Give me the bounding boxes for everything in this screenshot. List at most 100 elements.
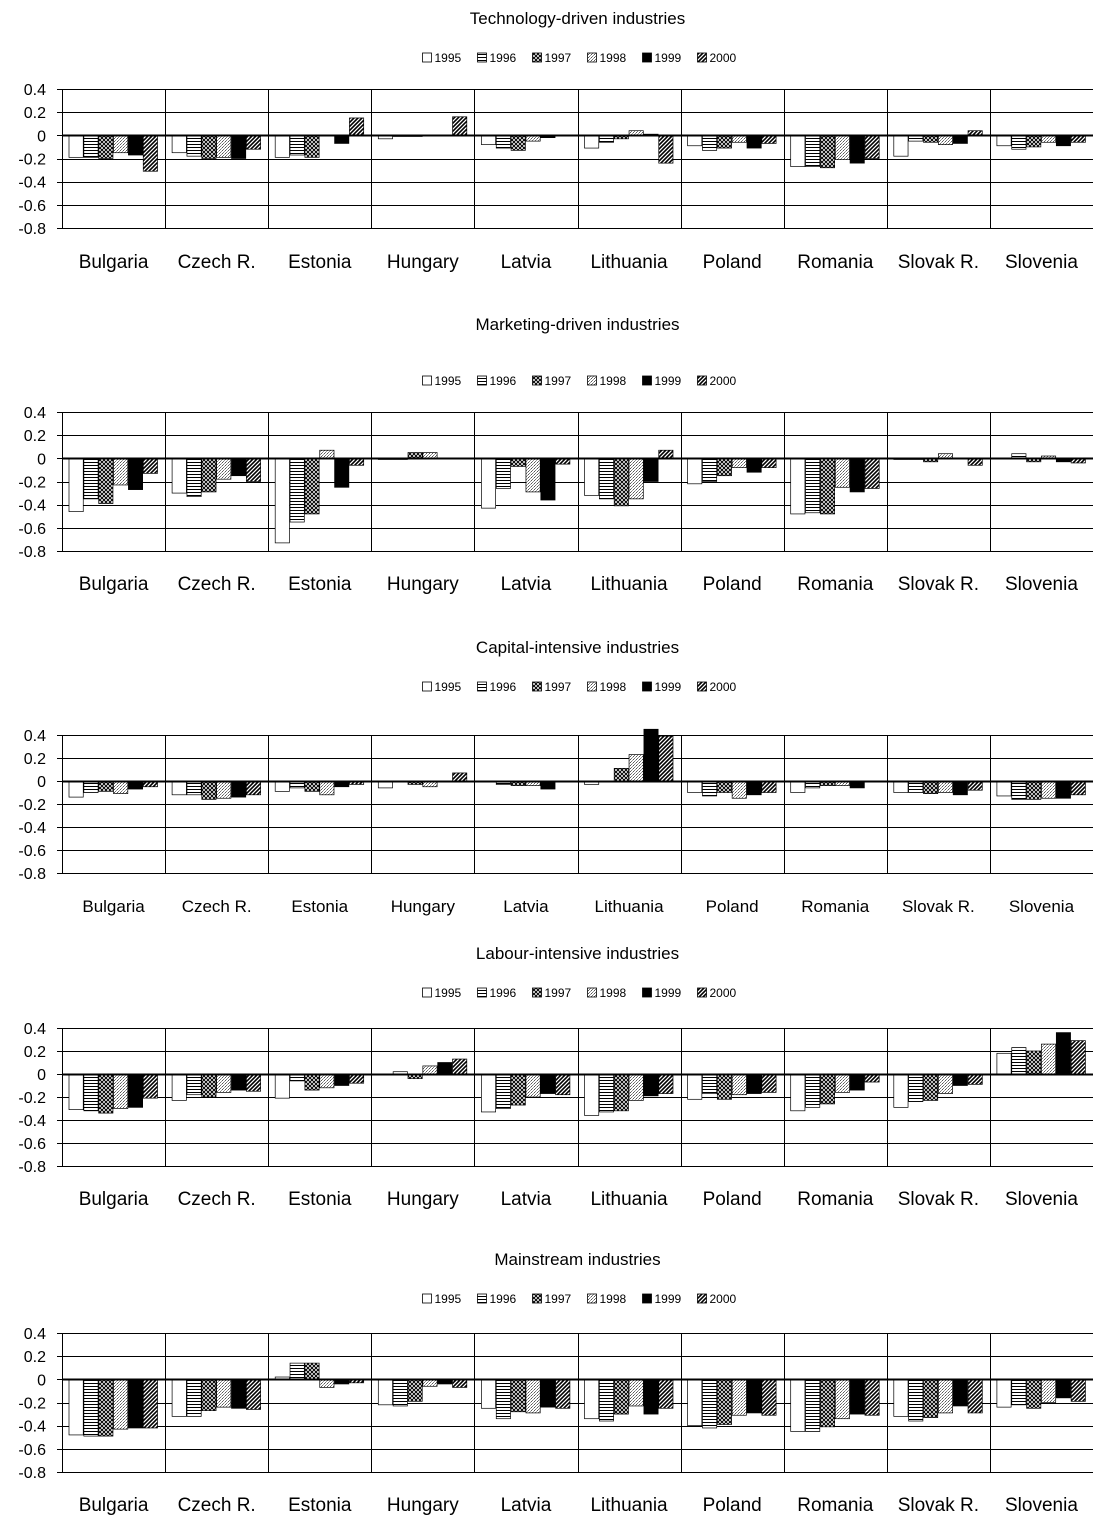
bar-slovenia-1996: [1011, 780, 1027, 800]
bar-czech-r-1997: [201, 457, 217, 493]
bar-estonia-1995: [274, 1073, 290, 1099]
bar-poland-1995: [687, 457, 703, 485]
bar-slovenia-1997: [1026, 1050, 1042, 1075]
legend-item-1997: 1997: [532, 986, 572, 1000]
bar-slovenia-1995: [996, 134, 1012, 147]
bar-slovenia-1998: [1041, 1378, 1057, 1403]
bar-romania-2000: [864, 134, 880, 159]
bar-slovenia-1998: [1041, 780, 1057, 799]
bar-bulgaria-1998: [113, 134, 129, 154]
bar-slovak-r-2000: [967, 1378, 983, 1414]
legend-swatch-1995: [422, 375, 432, 386]
legend: 1995 1996 1997 1998 1999 2000: [422, 51, 737, 65]
bar-hungary-1999: [437, 1062, 453, 1075]
bar-bulgaria-1998: [113, 780, 129, 794]
bar-estonia-1999: [334, 1073, 350, 1086]
bars: [68, 1032, 1086, 1116]
bar-romania-1996: [805, 134, 821, 167]
bar-czech-r-1998: [216, 457, 232, 480]
legend-swatch-1996: [477, 52, 487, 63]
bar-estonia-1997: [304, 134, 320, 158]
y-tick-label: -0.6: [18, 521, 46, 538]
bar-czech-r-1996: [186, 457, 202, 497]
bar-latvia-1997: [510, 457, 526, 467]
x-tick-label-estonia: Estonia: [291, 897, 348, 916]
bar-latvia-1995: [481, 134, 496, 145]
legend-label-1997: 1997: [545, 374, 572, 388]
bar-romania-1995: [790, 1378, 806, 1432]
bar-lithuania-1995: [584, 457, 600, 496]
bar-poland-1996: [702, 780, 718, 797]
y-tick-label: -0.8: [18, 1465, 46, 1482]
legend-swatch-1995: [422, 52, 432, 63]
bar-latvia-1999: [540, 457, 556, 501]
legend-item-1997: 1997: [532, 51, 572, 65]
y-tick-label: -0.2: [18, 1396, 46, 1413]
bar-lithuania-1998: [628, 754, 644, 782]
legend-item-1995: 1995: [422, 1292, 462, 1306]
bar-estonia-1999: [334, 457, 350, 488]
y-tick-label: -0.8: [18, 544, 46, 561]
bar-slovenia-1996: [1011, 1047, 1027, 1075]
legend-label-1997: 1997: [545, 1292, 572, 1306]
bar-slovenia-1997: [1026, 134, 1042, 148]
bar-bulgaria-2000: [142, 1378, 158, 1429]
bar-bulgaria-1995: [68, 1073, 84, 1111]
legend-label-2000: 2000: [710, 986, 737, 1000]
bar-slovenia-1998: [1041, 1043, 1057, 1075]
x-tick-label-latvia: Latvia: [501, 1495, 552, 1516]
x-tick-label-poland: Poland: [703, 252, 762, 273]
x-tick-label-slovak-r: Slovak R.: [898, 1189, 979, 1210]
bar-romania-1997: [820, 134, 836, 169]
bar-bulgaria-1997: [98, 1378, 114, 1437]
bar-bulgaria-1999: [128, 1378, 143, 1429]
y-tick-label: 0.4: [24, 1326, 46, 1343]
y-tick-label: 0.4: [24, 1021, 46, 1038]
bar-poland-2000: [761, 1073, 777, 1093]
bar-slovenia-1995: [996, 1052, 1012, 1075]
bar-bulgaria-1995: [68, 457, 84, 512]
bar-poland-1996: [702, 1378, 718, 1429]
bar-bulgaria-1997: [98, 1073, 114, 1114]
y-tick-label: -0.6: [18, 1442, 46, 1459]
bar-latvia-1996: [495, 1378, 511, 1420]
bar-latvia-1997: [510, 1073, 526, 1106]
bar-lithuania-1995: [584, 1378, 600, 1420]
bar-czech-r-1995: [171, 1073, 187, 1101]
legend-item-1999: 1999: [642, 986, 682, 1000]
bar-romania-1998: [834, 1073, 850, 1093]
bar-lithuania-2000: [658, 449, 674, 459]
bar-hungary-2000: [452, 116, 468, 136]
bar-bulgaria-1996: [83, 134, 99, 158]
x-tick-label-poland: Poland: [703, 1189, 762, 1210]
legend-label-1995: 1995: [435, 680, 462, 694]
legend: 1995 1996 1997 1998 1999 2000: [422, 1292, 737, 1306]
bar-poland-2000: [761, 780, 777, 793]
bar-slovak-r-1999: [952, 780, 968, 796]
legend-item-1995: 1995: [422, 680, 462, 694]
bar-romania-1995: [790, 134, 806, 167]
y-tick-label: 0.2: [24, 1044, 46, 1061]
bar-slovenia-1995: [996, 780, 1012, 797]
legend-swatch-1996: [477, 987, 487, 998]
bar-czech-r-1998: [216, 780, 232, 799]
bar-latvia-1995: [481, 457, 496, 509]
x-tick-label-estonia: Estonia: [288, 574, 352, 595]
legend-item-2000: 2000: [697, 374, 737, 388]
bar-estonia-1997: [304, 457, 320, 515]
legend-label-1996: 1996: [490, 1292, 517, 1306]
y-tick-label: 0.2: [24, 1349, 46, 1366]
legend-item-2000: 2000: [697, 51, 737, 65]
legend-item-1995: 1995: [422, 374, 462, 388]
bar-latvia-1999: [540, 1378, 556, 1408]
chart-title: Mainstream industries: [494, 1250, 660, 1269]
bar-lithuania-1995: [584, 134, 600, 149]
bar-slovenia-2000: [1070, 1040, 1086, 1075]
y-tick-label: -0.2: [18, 797, 46, 814]
chart-capital-intensive-industries: Capital-intensive industries 1995 1996 1997…: [18, 638, 1093, 916]
chart-technology-driven-industries: Technology-driven industries 1995 1996 1997…: [18, 9, 1093, 273]
bar-estonia-1998: [319, 780, 335, 796]
